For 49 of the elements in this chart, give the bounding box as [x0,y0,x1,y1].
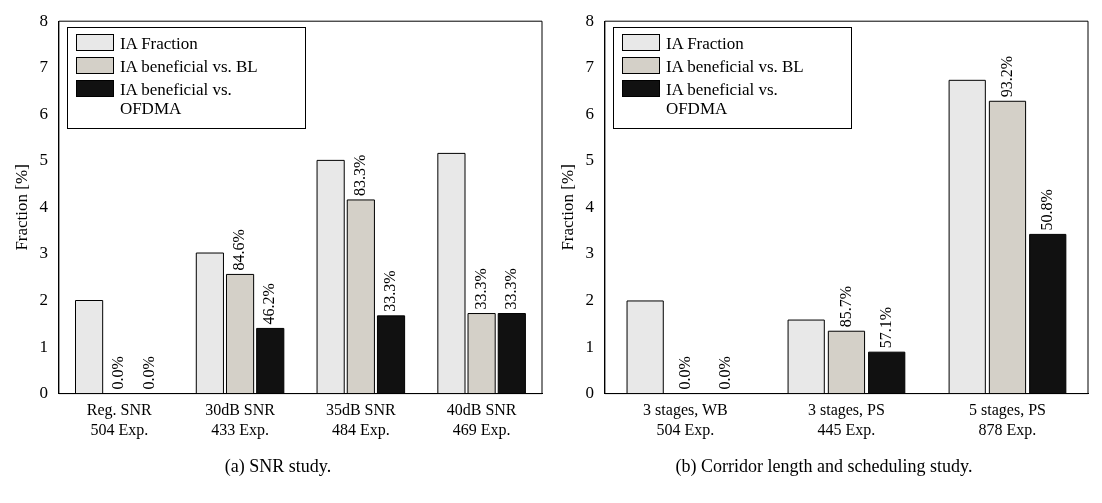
x-tick-label: Reg. SNR 504 Exp. [86,401,153,439]
y-tick-label: 0 [39,383,48,403]
y-tick-label: 2 [39,289,48,309]
y-tick-label: 8 [39,10,48,30]
y-tick-label: 8 [585,10,594,30]
annotation: 46.2% [260,283,278,325]
y-tick-label: 6 [585,103,594,123]
legend-label: IA beneficial vs. OFDMA [119,80,233,119]
y-tick-label: 3 [585,243,594,263]
y-tick-label: 5 [39,150,48,170]
annotation: 85.7% [836,285,854,328]
y-tick-label: 5 [585,150,594,170]
x-tick-label: 35dB SNR 484 Exp. [325,401,397,439]
annotation: 0.0% [715,356,733,390]
x-tick-label: 5 stages, PS 878 Exp. [969,401,1046,439]
annotation: 57.1% [876,306,894,349]
x-tick-label: 3 stages, PS 445 Exp. [808,401,885,439]
annotation: 0.0% [109,356,127,390]
annotation: 83.3% [351,154,369,196]
annotation: 0.0% [675,356,693,390]
y-tick-label: 0 [585,383,594,403]
y-tick-label: 1 [585,336,594,356]
annotation: 33.3% [471,268,489,310]
y-tick-label: 1 [39,336,48,356]
annotation: 50.8% [1037,189,1055,231]
y-tick-label: 7 [39,57,49,77]
text: (a) SNR study. [223,456,333,477]
x-tick-label: 30dB SNR 433 Exp. [205,401,276,439]
x-tick-label: 40dB SNR 469 Exp. [446,401,517,439]
y-tick-label: 7 [585,57,595,77]
legend-label: IA beneficial vs. OFDMA [665,80,779,119]
text: (b) Corridor length and scheduling study. [674,456,974,477]
y-tick-label: 4 [39,196,49,216]
y-tick-label: 3 [39,243,48,263]
annotation: 84.6% [230,229,248,271]
legend-label: IA Fraction [119,34,198,54]
y-tick-label: 4 [585,196,595,216]
legend-label: IA beneficial vs. BL [665,57,804,77]
legend-label: IA beneficial vs. BL [119,57,258,77]
annotation: 33.3% [502,268,520,310]
y-axis-title: Fraction [%] [11,164,31,251]
annotation: 0.0% [139,356,157,390]
y-tick-label: 6 [39,103,48,123]
x-tick-label: 3 stages, WB 504 Exp. [643,401,728,439]
legend-label: IA Fraction [665,34,744,54]
annotation: 33.3% [381,270,399,312]
y-axis-title: Fraction [%] [557,164,577,251]
y-tick-label: 2 [585,289,594,309]
annotation: 93.2% [997,55,1015,98]
